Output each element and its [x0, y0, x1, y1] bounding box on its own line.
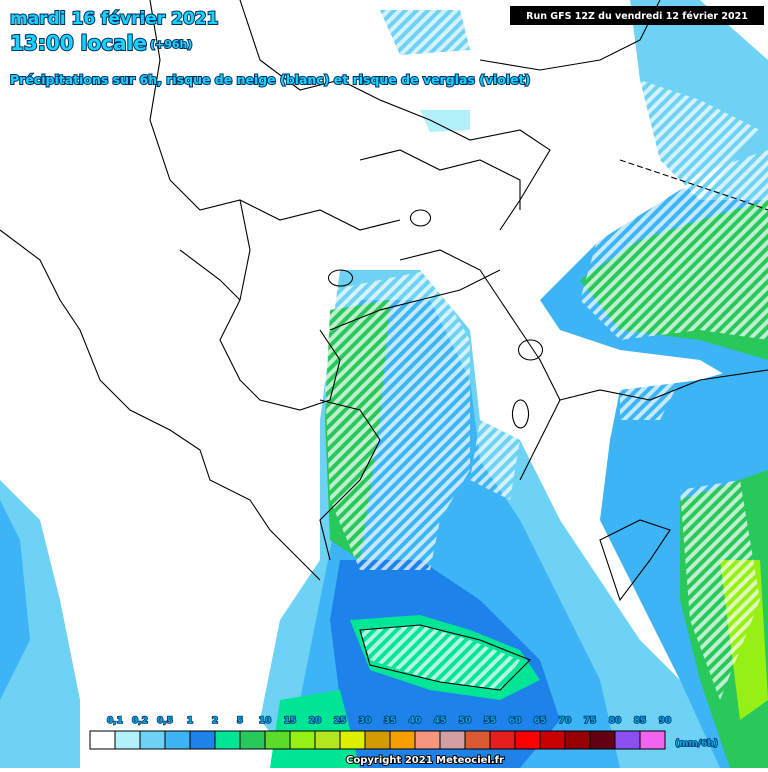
date: mardi 16 février 2021: [10, 9, 218, 29]
legend-swatch: [389, 730, 416, 750]
legend-label: 20: [309, 716, 322, 726]
legend-swatch: [139, 730, 166, 750]
legend-swatch: [339, 730, 366, 750]
legend-label: 60: [509, 716, 522, 726]
legend-swatch: [589, 730, 616, 750]
legend-label: 75: [584, 716, 597, 726]
legend-label: 35: [384, 716, 397, 726]
legend-label: 85: [634, 716, 647, 726]
copyright: Copyright 2021 Meteociel.fr: [346, 755, 504, 766]
legend-label: 0,5: [157, 716, 173, 726]
legend-swatch: [439, 730, 466, 750]
legend-label: 1: [187, 716, 193, 726]
legend-swatch: [614, 730, 641, 750]
run-info: Run GFS 12Z du vendredi 12 février 2021: [526, 11, 748, 22]
snow-risk: [325, 10, 768, 700]
legend-swatch: [164, 730, 191, 750]
legend: 0,1 0,2 0,5 1 2 5 10 15 20 25 30 35 40 45 50 55 60 65 70 75…: [89, 715, 672, 750]
legend-label: 55: [484, 716, 497, 726]
legend-label: 5: [237, 716, 243, 726]
country-borders: [0, 0, 768, 691]
legend-swatch: [114, 730, 141, 750]
legend-label: 0,2: [132, 716, 148, 726]
legend-swatch: [189, 730, 216, 750]
legend-swatch: [289, 730, 316, 750]
legend-label: 25: [334, 716, 347, 726]
legend-swatch: [639, 730, 666, 750]
legend-label: 90: [659, 716, 672, 726]
legend-swatch: [464, 730, 491, 750]
legend-swatch: [314, 730, 341, 750]
legend-swatch: [264, 730, 291, 750]
legend-label: 0,1: [107, 716, 123, 726]
legend-unit: (mm/6h): [675, 739, 718, 749]
legend-swatch: [539, 730, 566, 750]
legend-label: 2: [212, 716, 218, 726]
legend-label: 50: [459, 716, 472, 726]
legend-swatch: [364, 730, 391, 750]
run-box: [510, 6, 764, 25]
time: 13:00 locale: [10, 31, 147, 55]
legend-swatch: [89, 730, 116, 750]
legend-label: 70: [559, 716, 572, 726]
lead-time: (+96h): [150, 38, 192, 51]
subtitle: Précipitations sur 6h, risque de neige (…: [10, 72, 530, 87]
legend-swatch: [564, 730, 591, 750]
legend-label: 65: [534, 716, 547, 726]
legend-label: 10: [259, 716, 272, 726]
legend-swatch: [239, 730, 266, 750]
legend-label: 45: [434, 716, 447, 726]
legend-label: 40: [409, 716, 422, 726]
legend-swatch: [414, 730, 441, 750]
legend-label: 80: [609, 716, 622, 726]
legend-swatch: [489, 730, 516, 750]
legend-label: 15: [284, 716, 297, 726]
legend-swatch: [214, 730, 241, 750]
legend-swatch: [514, 730, 541, 750]
legend-label: 30: [359, 716, 372, 726]
